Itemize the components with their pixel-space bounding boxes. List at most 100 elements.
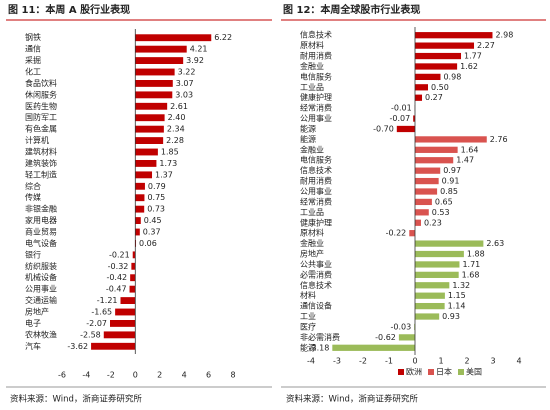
bar: [135, 125, 164, 133]
value-label: 0.06: [139, 239, 157, 248]
x-tick-label: 4: [182, 371, 187, 380]
value-label: -3.62: [67, 342, 88, 351]
value-label: 3.22: [178, 68, 196, 77]
bar: [132, 251, 136, 259]
category-label: 能源: [300, 134, 316, 144]
value-label: 1.71: [462, 260, 480, 269]
category-label: 原材料: [300, 228, 324, 238]
bar: [398, 334, 415, 341]
value-label: 1.37: [155, 170, 173, 179]
bar: [135, 171, 153, 179]
category-label: 房地产: [25, 307, 49, 317]
category-label: 工业品: [300, 207, 324, 217]
bar: [135, 45, 187, 53]
value-label: 1.14: [448, 302, 466, 311]
category-label: 交通运输: [25, 295, 57, 305]
value-label: 1.47: [456, 156, 474, 165]
bar: [409, 230, 415, 237]
x-tick-label: 8: [230, 371, 235, 380]
category-label: 房地产: [300, 249, 324, 259]
category-label: 国防军工: [25, 112, 57, 122]
bar: [415, 219, 421, 226]
bar: [415, 271, 459, 278]
category-label: 耐用消费: [300, 176, 332, 186]
bar: [415, 282, 450, 289]
value-label: 4.21: [190, 45, 208, 54]
value-label: -0.01: [391, 104, 412, 113]
category-label: 传媒: [25, 192, 41, 202]
legend-swatch: [458, 369, 464, 375]
value-label: -0.47: [106, 285, 127, 294]
value-label: 1.77: [464, 52, 482, 61]
category-label: 能源: [300, 123, 316, 133]
value-label: -0.42: [106, 273, 127, 282]
bar: [415, 94, 423, 101]
bar: [415, 250, 464, 258]
x-tick-label: 0: [412, 357, 417, 366]
bar: [415, 84, 428, 91]
x-tick-label: 4: [516, 357, 521, 366]
bar: [415, 146, 458, 153]
value-label: -0.22: [386, 229, 407, 238]
value-label: 0.53: [432, 208, 450, 217]
x-tick-label: -4: [307, 357, 315, 366]
bar: [415, 157, 454, 164]
bar: [135, 68, 175, 76]
bar: [135, 34, 212, 42]
bar: [415, 302, 445, 310]
category-label: 医药生物: [25, 101, 57, 111]
category-label: 健康护理: [300, 92, 332, 102]
category-label: 采掘: [25, 55, 41, 65]
value-label: 1.68: [462, 270, 480, 279]
value-label: -1.65: [91, 308, 112, 317]
category-label: 非必需消费: [300, 332, 340, 342]
value-label: 2.76: [490, 135, 508, 144]
bar: [135, 182, 145, 190]
value-label: -0.70: [373, 124, 394, 133]
bar: [332, 344, 415, 351]
value-label: 1.64: [461, 145, 479, 154]
bar: [135, 57, 184, 64]
category-label: 医疗: [300, 321, 316, 331]
x-tick-label: 3: [490, 357, 495, 366]
bar: [135, 148, 158, 156]
value-label: 3.92: [186, 56, 204, 65]
value-label: 2.40: [168, 113, 186, 122]
category-label: 金融业: [300, 238, 324, 248]
category-label: 休闲服务: [25, 89, 57, 99]
x-tick-label: -3: [333, 357, 341, 366]
bar: [415, 240, 484, 247]
x-tick-label: -2: [107, 371, 115, 380]
x-tick-label: 0: [133, 371, 138, 380]
bar: [415, 63, 458, 70]
value-label: -0.32: [108, 262, 129, 271]
value-label: 0.93: [442, 312, 460, 321]
category-label: 电气设备: [25, 238, 57, 248]
value-label: -2.58: [80, 330, 101, 339]
value-label: -0.03: [391, 322, 412, 331]
value-label: 2.61: [170, 102, 188, 111]
source: 资料来源：Wind，浙商证券研究所: [10, 394, 142, 405]
x-tick-label: -6: [58, 371, 66, 380]
x-tick-label: 2: [464, 357, 469, 366]
category-label: 信息技术: [300, 30, 332, 40]
category-label: 电信服务: [300, 71, 332, 81]
category-label: 信息技术: [300, 165, 332, 175]
category-label: 公用事业: [25, 284, 57, 294]
bar: [135, 160, 157, 167]
value-label: 1.62: [460, 62, 478, 71]
bar: [413, 115, 415, 122]
category-label: 银行: [25, 249, 41, 259]
category-label: 纺织服装: [25, 261, 57, 271]
bar: [135, 137, 164, 144]
bar: [135, 217, 141, 224]
category-label: 商业贸易: [25, 227, 57, 237]
value-label: 1.32: [452, 281, 470, 290]
x-tick-label: -1: [385, 357, 393, 366]
category-label: 综合: [25, 181, 41, 191]
category-label: 经常消费: [300, 196, 332, 206]
category-label: 电子: [25, 318, 41, 328]
bar: [415, 136, 487, 143]
bar: [135, 102, 168, 110]
bar: [415, 261, 460, 268]
